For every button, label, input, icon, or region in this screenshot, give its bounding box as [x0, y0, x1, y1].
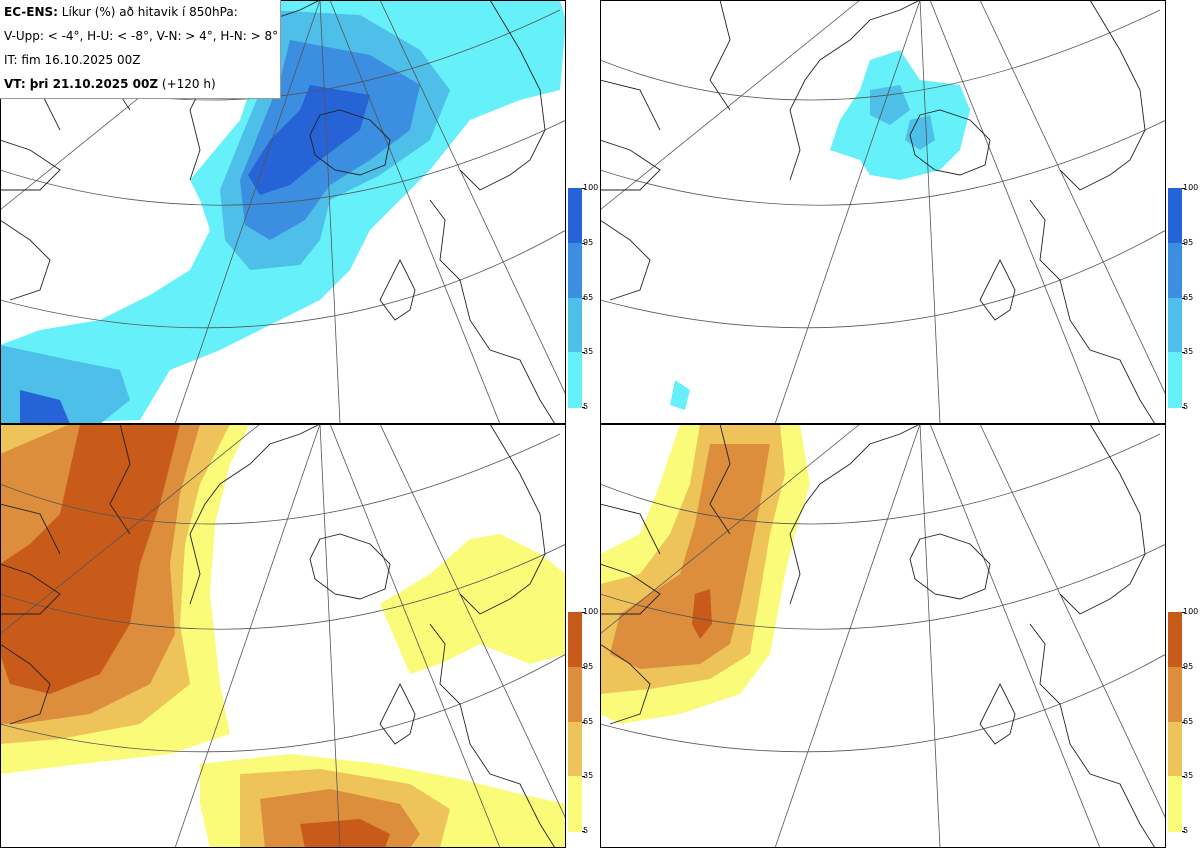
- colorbar-tick-label: 65: [583, 716, 594, 726]
- prob-area-5b: [380, 534, 566, 674]
- map-panel-upper-right: [600, 0, 1166, 424]
- legend-line-1: EC-ENS: Líkur (%) að hitavik í 850hPa:: [4, 4, 280, 28]
- coastlines: [0, 424, 556, 848]
- colorbar-tick: [1182, 721, 1185, 723]
- colorbar-tick-label: 5: [583, 402, 589, 411]
- colorbar-tick-label: 95: [583, 237, 594, 247]
- colorbar-tick: [582, 188, 585, 189]
- colorbar-segment: [1168, 188, 1182, 244]
- colorbar-tick: [1182, 776, 1185, 778]
- prob-area-65b: [905, 115, 935, 150]
- map-panel-lower-left: [0, 424, 566, 848]
- colorbar-tick-label: 5: [1183, 402, 1189, 411]
- prob-area-100b: [20, 390, 70, 424]
- colorbar-tick: [582, 721, 585, 723]
- colorbar-segment: [1168, 612, 1182, 668]
- colorbar-segment: [568, 666, 582, 722]
- colorbar-tick: [582, 666, 585, 668]
- legend-model: EC-ENS:: [4, 5, 58, 19]
- colorbar-tick-label: 100: [583, 607, 599, 616]
- colorbar-segment: [1168, 297, 1182, 353]
- colorbar-tick-label: 100: [583, 183, 599, 192]
- colorbar-tick: [582, 297, 585, 299]
- prob-area-35b: [670, 380, 690, 410]
- colorbar-upper-right: 100 95 65 35 5: [1168, 184, 1198, 411]
- graticule: [600, 424, 1166, 848]
- colorbar-tick-label: 5: [1183, 826, 1189, 835]
- colorbar-segment: [568, 776, 582, 832]
- colorbar-tick: [1182, 188, 1185, 189]
- colorbar-segment: [1168, 666, 1182, 722]
- colorbar-segment: [568, 721, 582, 777]
- prob-area-95: [0, 424, 180, 694]
- colorbar-tick-label: 95: [1183, 661, 1194, 671]
- colorbar-tick: [1182, 407, 1185, 408]
- colorbar-segment: [568, 612, 582, 668]
- legend-line-3: IT: fim 16.10.2025 00Z: [4, 53, 141, 67]
- colorbar-segment: [1168, 721, 1182, 777]
- map-canvas-upper-right: [600, 0, 1166, 424]
- colorbar-tick: [582, 352, 585, 354]
- colorbar-tick-label: 65: [1183, 292, 1194, 302]
- colorbar-upper-left: 100 95 65 35 5: [568, 184, 598, 411]
- colorbar-segment: [1168, 352, 1182, 408]
- colorbar-segment: [568, 297, 582, 353]
- colorbar-tick-label: 35: [1183, 347, 1194, 357]
- colorbar-tick: [1182, 612, 1185, 613]
- map-panel-lower-right: [600, 424, 1166, 848]
- colorbar-segment: [568, 188, 582, 244]
- colorbar-tick: [582, 612, 585, 613]
- graticule: [0, 424, 566, 848]
- colorbar-tick-label: 35: [583, 347, 594, 357]
- colorbar-segment: [568, 352, 582, 408]
- colorbar-segment: [1168, 776, 1182, 832]
- colorbar-lower-right: 100 95 65 35 5: [1168, 608, 1198, 835]
- colorbar-tick: [1182, 297, 1185, 299]
- coastlines: [600, 0, 1156, 424]
- colorbar-tick-label: 35: [583, 771, 594, 781]
- colorbar-tick: [582, 776, 585, 778]
- legend-line-4: VT: þri 21.10.2025 00Z (+120 h): [4, 76, 280, 100]
- colorbar-tick: [582, 407, 585, 408]
- colorbar-lower-left: 100 95 65 35 5: [568, 608, 598, 835]
- prob-area-95b: [300, 819, 390, 848]
- prob-area-95: [692, 589, 712, 639]
- legend-line-2: V-Upp: < -4°, H-U: < -8°, V-N: > 4°, H-N…: [4, 29, 279, 43]
- prob-area-100: [248, 85, 370, 195]
- colorbar-tick: [1182, 666, 1185, 668]
- colorbar-tick: [582, 831, 585, 832]
- map-canvas-lower-right: [600, 424, 1166, 848]
- colorbar-tick: [582, 242, 585, 244]
- legend-box: EC-ENS: Líkur (%) að hitavik í 850hPa: V…: [0, 0, 281, 99]
- legend-valid-time: VT: þri 21.10.2025 00Z: [4, 77, 159, 91]
- colorbar-tick: [1182, 831, 1185, 832]
- map-canvas-lower-left: [0, 424, 566, 848]
- colorbar-tick-label: 100: [1183, 183, 1199, 192]
- legend-title: Líkur (%) að hitavik í 850hPa:: [57, 5, 238, 19]
- colorbar-tick-label: 65: [583, 292, 594, 302]
- colorbar-tick-label: 95: [1183, 237, 1194, 247]
- colorbar-segment: [568, 242, 582, 298]
- colorbar-tick: [1182, 242, 1185, 244]
- colorbar-tick: [1182, 352, 1185, 354]
- graticule: [600, 0, 1166, 424]
- colorbar-tick-label: 5: [583, 826, 589, 835]
- colorbar-tick-label: 65: [1183, 716, 1194, 726]
- colorbar-tick-label: 35: [1183, 771, 1194, 781]
- colorbar-tick-label: 100: [1183, 607, 1199, 616]
- prob-area-65: [610, 444, 770, 669]
- colorbar-segment: [1168, 242, 1182, 298]
- prob-area-65: [870, 85, 910, 125]
- legend-lead-time: (+120 h): [158, 77, 216, 91]
- colorbar-tick-label: 95: [583, 661, 594, 671]
- coastlines: [600, 424, 1156, 848]
